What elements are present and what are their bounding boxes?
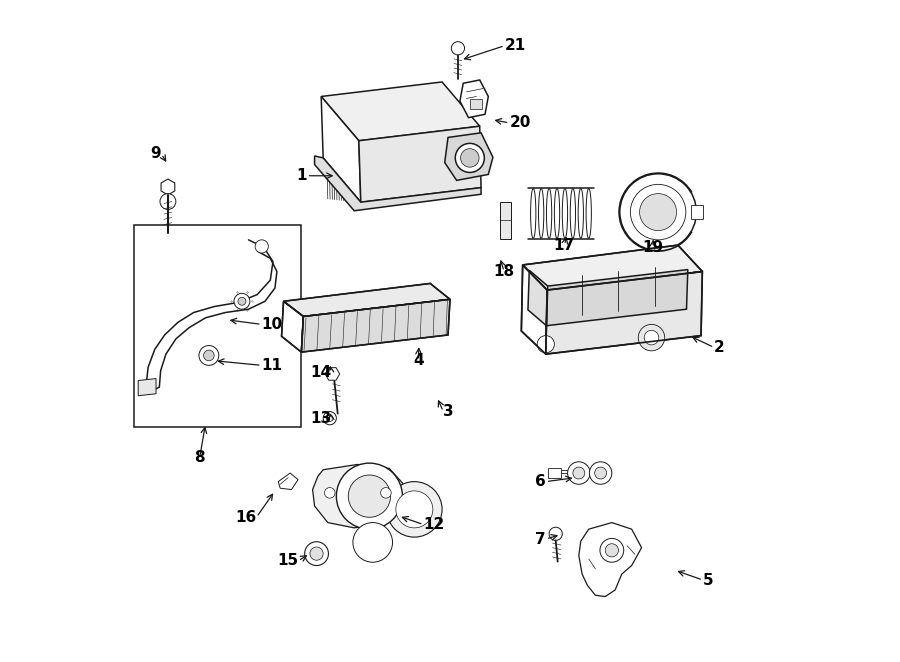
- Circle shape: [455, 144, 484, 173]
- Polygon shape: [139, 379, 156, 396]
- Ellipse shape: [571, 188, 575, 238]
- Polygon shape: [321, 82, 480, 141]
- Text: 15: 15: [277, 553, 298, 569]
- Text: 18: 18: [493, 264, 515, 279]
- Text: 4: 4: [413, 354, 424, 368]
- Text: 8: 8: [194, 450, 205, 465]
- Circle shape: [451, 42, 464, 55]
- Polygon shape: [579, 522, 642, 596]
- Circle shape: [605, 544, 618, 557]
- Text: 9: 9: [150, 146, 161, 162]
- Text: 17: 17: [554, 238, 575, 253]
- Text: 13: 13: [310, 411, 331, 426]
- Circle shape: [396, 491, 433, 528]
- Circle shape: [203, 350, 214, 361]
- Bar: [470, 99, 482, 109]
- Circle shape: [630, 184, 686, 240]
- Polygon shape: [521, 265, 547, 354]
- Ellipse shape: [578, 188, 583, 238]
- Text: 5: 5: [703, 573, 714, 588]
- Circle shape: [199, 346, 219, 365]
- Ellipse shape: [562, 188, 568, 238]
- Text: 19: 19: [643, 240, 663, 255]
- Circle shape: [600, 538, 624, 562]
- Polygon shape: [445, 133, 493, 180]
- Polygon shape: [321, 97, 361, 202]
- Circle shape: [461, 149, 479, 167]
- Polygon shape: [282, 301, 303, 352]
- Circle shape: [537, 336, 554, 353]
- Circle shape: [337, 463, 402, 529]
- Polygon shape: [315, 156, 481, 211]
- Bar: [691, 205, 703, 218]
- Polygon shape: [523, 245, 702, 290]
- Circle shape: [573, 467, 585, 479]
- Circle shape: [620, 173, 697, 250]
- Circle shape: [387, 482, 442, 537]
- Circle shape: [590, 462, 612, 485]
- Polygon shape: [325, 367, 339, 380]
- Text: 6: 6: [535, 474, 545, 489]
- Text: 16: 16: [235, 510, 256, 525]
- Circle shape: [568, 462, 590, 485]
- Circle shape: [381, 488, 392, 498]
- Text: 12: 12: [424, 517, 445, 532]
- Text: 10: 10: [262, 317, 283, 332]
- Polygon shape: [359, 126, 481, 202]
- Circle shape: [234, 293, 250, 309]
- Polygon shape: [528, 270, 548, 326]
- Bar: [548, 469, 561, 478]
- Polygon shape: [312, 465, 405, 528]
- Polygon shape: [460, 80, 489, 118]
- Text: 11: 11: [262, 358, 283, 373]
- Circle shape: [323, 412, 337, 425]
- Circle shape: [325, 488, 335, 498]
- Text: 1: 1: [296, 168, 307, 183]
- Text: 14: 14: [310, 365, 331, 380]
- Circle shape: [644, 330, 659, 345]
- Circle shape: [327, 415, 333, 422]
- Polygon shape: [545, 271, 702, 354]
- Text: 2: 2: [715, 340, 725, 355]
- Polygon shape: [302, 299, 450, 352]
- Circle shape: [549, 527, 562, 540]
- Circle shape: [353, 522, 392, 562]
- Circle shape: [640, 193, 677, 230]
- Polygon shape: [546, 269, 688, 326]
- Ellipse shape: [554, 188, 560, 238]
- Text: 20: 20: [509, 115, 531, 130]
- Polygon shape: [278, 473, 298, 489]
- Circle shape: [305, 542, 328, 565]
- Ellipse shape: [531, 188, 536, 238]
- Ellipse shape: [586, 188, 591, 238]
- Polygon shape: [284, 283, 450, 316]
- Text: 3: 3: [444, 404, 454, 419]
- Circle shape: [160, 193, 176, 209]
- Circle shape: [238, 297, 246, 305]
- Text: 7: 7: [536, 532, 545, 547]
- Ellipse shape: [538, 188, 544, 238]
- Ellipse shape: [546, 188, 552, 238]
- Circle shape: [348, 475, 391, 517]
- Polygon shape: [161, 179, 175, 195]
- Circle shape: [638, 324, 665, 351]
- Circle shape: [310, 547, 323, 560]
- Text: 21: 21: [505, 38, 526, 53]
- Bar: [134, 225, 301, 427]
- Circle shape: [595, 467, 607, 479]
- Bar: [500, 202, 511, 238]
- Circle shape: [255, 240, 268, 253]
